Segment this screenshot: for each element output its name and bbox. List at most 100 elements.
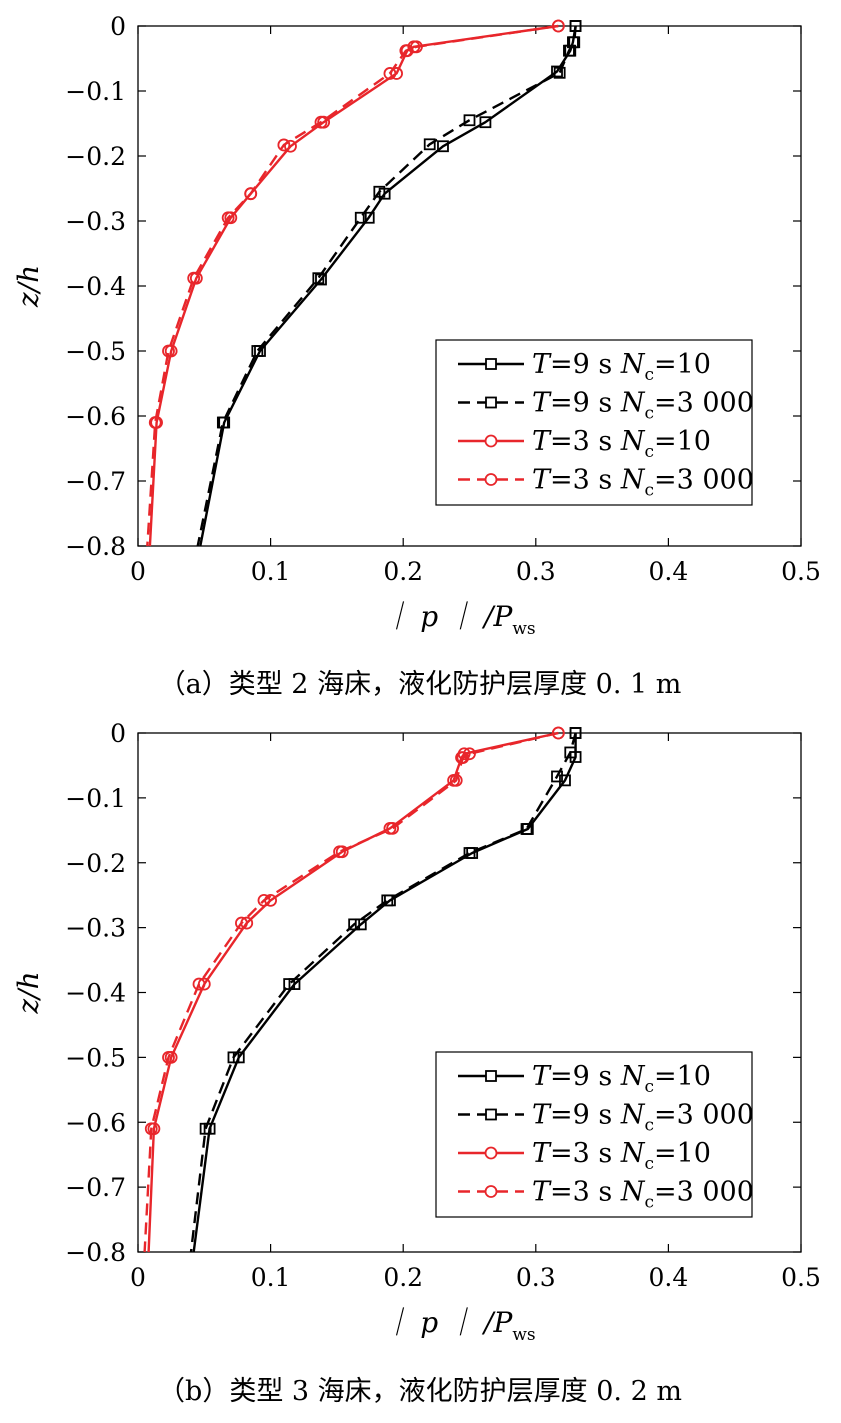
series-line [196,25,577,547]
data-point-marker [283,978,296,990]
legend-var-T: T [532,1100,552,1131]
legend-period: =3 s [550,426,621,457]
data-point-marker [463,747,476,761]
y-tick-label: −0.1 [65,784,126,813]
data-point-marker [192,977,206,991]
x-tick-label: 0 [130,557,146,586]
x-tick-label: 0.2 [383,557,423,586]
data-point-marker [373,185,386,198]
x-axis-label-main: ｜ p ｜ /P [383,600,513,633]
y-tick-label: −0.5 [65,337,126,366]
data-point-marker [564,746,577,759]
data-point-marker [551,726,565,740]
data-point-marker [144,1122,158,1136]
legend-var-T: T [532,349,552,380]
legend-entry-label: T=9 s Nc=10 [532,349,711,385]
series-line [189,732,577,1253]
legend-var-N: N [620,465,646,496]
data-point-marker [449,773,463,787]
legend-cycles: =10 [654,1138,711,1169]
x-tick-label: 0.1 [251,557,291,586]
x-tick-label: 0.1 [251,1263,291,1292]
legend-var-N: N [620,426,646,457]
legend-sub-c: c [644,481,654,501]
y-tick-label: −0.4 [65,979,126,1008]
legend-entry-label: T=3 s Nc=10 [532,426,711,462]
x-axis-label: ｜ p ｜ /Pws [383,1306,535,1345]
legend-period: =9 s [550,1061,621,1092]
x-tick-label: 0.5 [781,557,821,586]
legend-var-T: T [532,426,552,457]
x-tick-label: 0.3 [516,1263,556,1292]
x-axis-label-main: ｜ p ｜ /P [383,1306,513,1339]
legend-entry-label: T=3 s Nc=3 000 [532,1177,754,1213]
data-point-marker [251,345,264,357]
legend-var-T: T [532,1138,552,1169]
legend-swatch-marker [484,1146,498,1160]
x-tick-label: 0.2 [383,1263,423,1292]
series-1 [196,20,582,547]
series-line [146,24,559,547]
legend-cycles: =10 [654,426,711,457]
data-point-marker [162,1050,175,1064]
series-1 [189,727,582,1253]
legend-sub-c: c [644,365,654,385]
legend-swatch-marker [484,1185,498,1198]
data-point-marker [569,20,582,32]
legend-swatch-marker [485,1070,497,1082]
figure-caption: （a）类型 2 海床，液化防护层厚度 0. 1 m [159,669,682,700]
legend-var-T: T [532,1061,552,1092]
data-point-marker [235,916,248,930]
data-point-marker [381,894,394,907]
x-tick-label: 0.3 [516,557,556,586]
data-point-marker [423,138,436,151]
legend-cycles: =10 [654,1061,711,1092]
data-point-marker [244,187,258,201]
legend-var-N: N [620,1061,646,1092]
data-point-marker [551,770,563,783]
legend-var-N: N [620,349,646,380]
legend-var-N: N [620,1100,646,1131]
legend-entry-label: T=9 s Nc=3 000 [532,1100,754,1136]
legend-entry-label: T=3 s Nc=10 [532,1138,711,1174]
data-point-marker [333,845,346,859]
legend-cycles: =3 000 [654,1100,754,1131]
legend-period: =9 s [550,1100,621,1131]
y-tick-label: −0.8 [65,532,126,561]
data-point-marker [456,751,470,765]
data-point-marker [312,272,325,285]
x-axis-label-sub: ws [512,1325,535,1345]
legend-cycles: =10 [654,349,711,380]
legend-period: =9 s [550,349,621,380]
legend-sub-c: c [644,1116,654,1136]
legend-swatch-marker [484,473,498,486]
legend-var-T: T [532,465,552,496]
legend-period: =3 s [550,1177,621,1208]
legend-period: =3 s [550,1138,621,1169]
chart-panel-a: 0 0.1 0.2 0.3 0.4 0.5 0 −0.1 −0.2 −0.3 −0.4 −0.5 −0.… [12,12,821,700]
y-tick-label: −0.8 [65,1238,126,1267]
series-line [143,731,559,1253]
legend-sub-c: c [644,1154,654,1174]
data-point-marker [216,416,229,429]
legend-swatch-marker [485,358,497,370]
data-point-marker [187,271,201,285]
x-tick-label: 0.4 [649,1263,689,1292]
y-tick-label: −0.3 [65,207,126,236]
data-point-marker [257,893,271,907]
y-tick-label: −0.1 [65,77,126,106]
legend-cycles: =3 000 [654,1177,754,1208]
legend-var-T: T [532,388,552,419]
legend-swatch-marker [484,434,498,448]
y-tick-label: 0 [110,719,126,748]
y-axis-label: z/h [12,265,45,308]
x-axis-label-sub: ws [512,619,535,639]
legend-sub-c: c [644,1077,654,1097]
legend-entry-label: T=9 s Nc=3 000 [532,388,754,424]
y-tick-label: −0.7 [65,467,126,496]
y-tick-label: −0.2 [65,849,126,878]
data-point-marker [314,115,328,129]
series-3 [143,726,565,1253]
y-axis-label: z/h [12,971,45,1014]
